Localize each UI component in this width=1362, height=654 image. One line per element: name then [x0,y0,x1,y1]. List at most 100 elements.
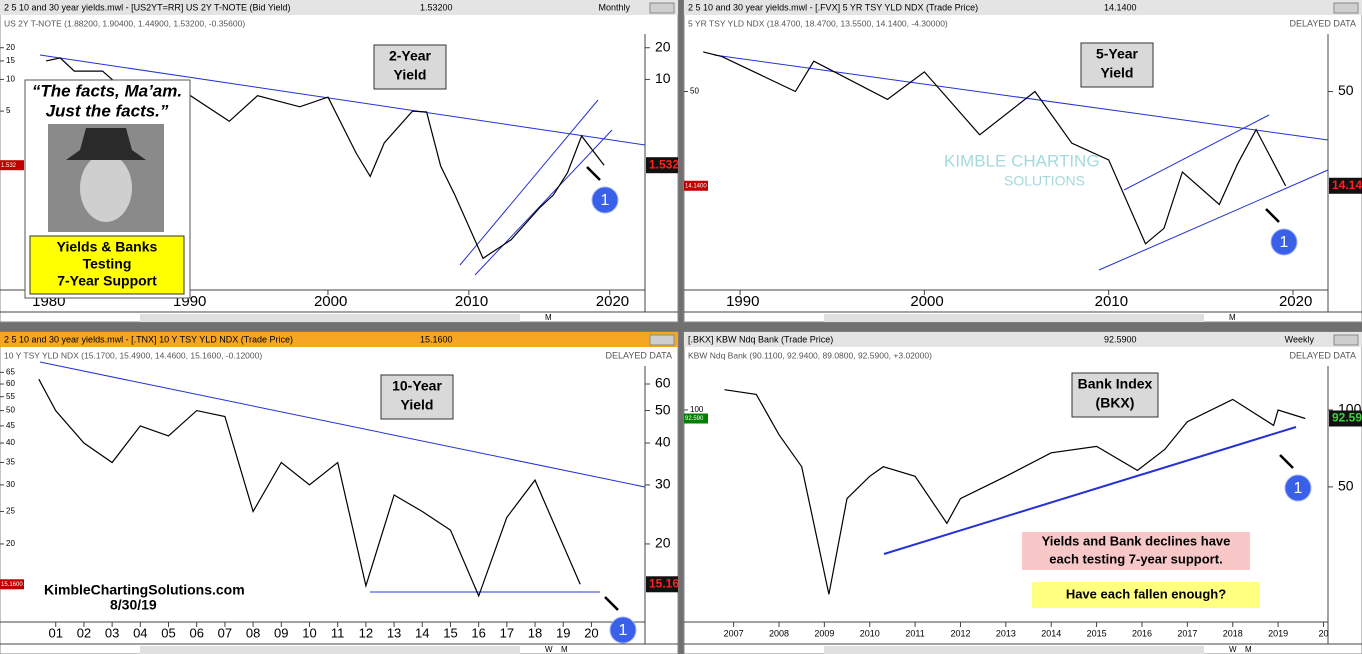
toolbar-button[interactable]: M [561,645,568,654]
trendline [883,426,1297,555]
last-value-box [646,157,678,174]
left-value-box [684,413,708,424]
x-tick-label: 2007 [724,628,744,638]
trendline [459,99,599,266]
callout-arrow [1279,454,1294,469]
x-tick-label: 2009 [814,628,834,638]
legend-line: US 2Y T-NOTE (1.88200, 1.90400, 1.44900,… [4,18,245,28]
price-line [703,51,1287,245]
quote-line: Just the facts.” [46,101,169,120]
left-y-tick-label: 30 [6,480,15,489]
callout-label: 1 [619,622,628,639]
x-tick-label: 2015 [1087,628,1107,638]
credit: 8/30/19 [110,597,157,613]
x-tick-label: 11 [331,625,345,640]
delayed-data: DELAYED DATA [1289,18,1356,28]
x-tick-label: 2011 [905,628,924,638]
header-value: 92.5900 [1104,334,1137,344]
callout-circle [591,186,619,214]
x-tick-label: 07 [218,625,232,640]
title-line: 5-Year [1096,46,1139,62]
left-value-box [684,180,708,191]
left-y-tick-label: 5 [6,106,11,115]
y-tick-label: 40 [655,434,671,450]
title-line: (BKX) [1096,395,1135,411]
title-box [1080,42,1154,88]
close-button [1333,2,1359,14]
scrollbar [140,646,520,654]
header-bar [0,332,678,347]
header-value: 14.1400 [1104,2,1137,12]
toolbar-button[interactable]: M [545,313,552,322]
legend-line: 10 Y TSY YLD NDX (15.1700, 15.4900, 14.4… [4,350,262,360]
header-value: 15.1600 [420,334,453,344]
left-y-tick-label: 55 [6,392,15,401]
panel-bg [0,331,679,654]
x-tick-label: 2020 [1279,293,1312,310]
x-tick-label: 19 [556,625,570,640]
x-tick-label: 09 [274,625,288,640]
x-tick-label: 13 [387,625,401,640]
callout-circle [609,616,637,644]
left-y-tick-label: 50 [6,406,15,415]
toolbar-button[interactable]: M [1245,645,1252,654]
x-tick-label: 12 [359,625,373,640]
x-tick-label: 01 [49,625,63,640]
window-title: 2 5 10 and 30 year yields.mwl - [US2YT=R… [4,2,291,12]
left-y-tick-label: 25 [6,507,15,516]
last-value-box [1329,410,1362,427]
scrollbar [140,314,520,322]
question-box [1032,582,1260,608]
y-tick-label: 10 [655,70,671,86]
toolbar-button[interactable]: M [1229,313,1236,322]
scrollbar [824,646,1204,654]
title-box [380,374,454,420]
trendline [713,54,1329,141]
x-tick-label: 20 [584,625,598,640]
callout-arrow [586,166,601,181]
panel: [.BKX] KBW Ndq Bank (Trade Price) 92.5900… [683,331,1362,654]
left-y-tick-label: 20 [6,539,15,548]
x-tick-label: 2010 [455,293,488,310]
header-value: 1.53200 [420,2,453,12]
x-tick-label: 2018 [1223,628,1243,638]
close-button [649,334,675,346]
price-line [724,389,1306,595]
left-y-tick-label: 15 [6,56,15,65]
left-y-tick-label: 45 [6,421,15,430]
y-tick-label: 60 [655,375,671,391]
panel-bg [683,0,1362,323]
x-tick-label: 14 [415,625,429,640]
panel: 2 5 10 and 30 year yields.mwl - [US2YT=R… [0,0,679,323]
x-tick-label: 2013 [996,628,1016,638]
window-title: 2 5 10 and 30 year yields.mwl - [.TNX] 1… [4,334,293,344]
toolbar-button[interactable]: W [545,645,553,654]
watermark: SOLUTIONS [1004,173,1085,189]
left-value-label: 92.590 [685,416,704,422]
x-tick-label: 17 [500,625,514,640]
last-value-box [1329,177,1362,194]
header-bar [0,0,678,15]
trendline [39,361,646,488]
legend-line: 5 YR TSY YLD NDX (18.4700, 18.4700, 13.5… [688,18,948,28]
frequency: Monthly [598,2,630,12]
note-box [29,235,185,295]
x-tick-label: 2012 [950,628,970,638]
note-line: 7-Year Support [57,273,157,289]
panel: 2 5 10 and 30 year yields.mwl - [.FVX] 5… [683,0,1362,323]
note-line: Yields and Bank declines have [1042,533,1231,548]
callout-label: 1 [601,192,610,209]
x-tick-label: 16 [471,625,485,640]
callout-circle [1270,228,1298,256]
header-bar [684,0,1362,15]
x-tick-label: 05 [161,625,175,640]
toolbar-button[interactable]: W [1229,645,1237,654]
x-tick-label: 2008 [769,628,789,638]
close-button [649,2,675,14]
x-tick-label: 2000 [910,293,943,310]
left-y-tick-label: 40 [6,438,15,447]
last-value-label: 14.14 [1332,178,1362,192]
last-value-label: 92.59 [1332,411,1362,425]
price-line [38,378,581,598]
